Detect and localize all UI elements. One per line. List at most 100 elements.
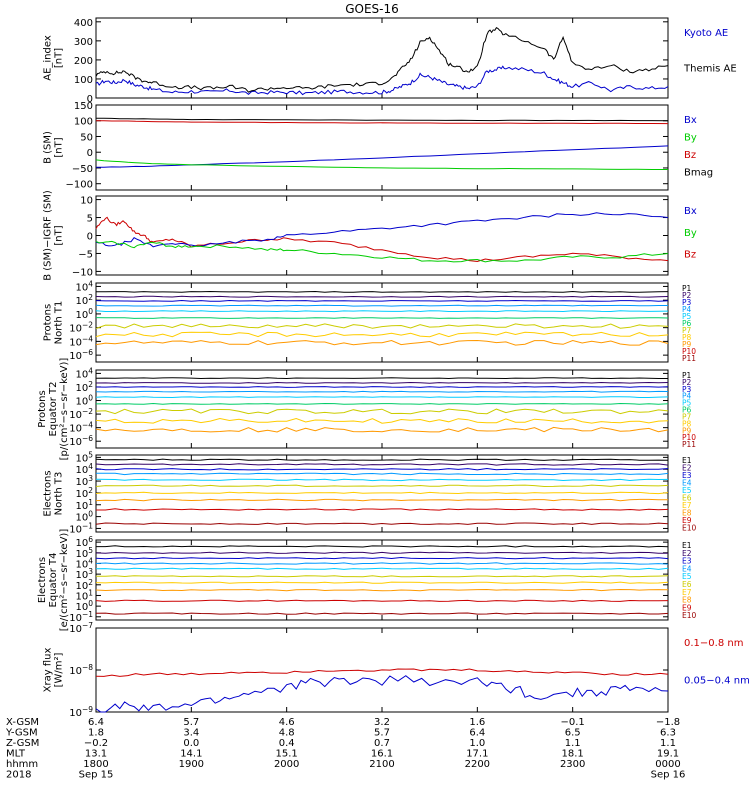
pequator-ytick-label: 102	[75, 380, 93, 394]
xaxis-row-value: 3.2	[374, 717, 390, 728]
xaxis-row-value: 5.7	[374, 728, 390, 739]
enorth-legend-entry: E10	[682, 524, 697, 533]
pnorth-series-line	[95, 331, 669, 338]
xray-ylabel: [W/m²]	[54, 652, 65, 687]
enorth-ytick-label: 104	[75, 462, 93, 476]
xaxis-row-value: 6.3	[660, 728, 676, 739]
eequator-legend-entry: E9	[682, 603, 692, 612]
pequator-legend-entry: P9	[682, 426, 692, 435]
xaxis-row-value: 2000	[274, 759, 299, 770]
eequator-series-line	[95, 612, 669, 615]
eequator-legend-entry: E8	[682, 596, 692, 605]
bsm-ytick-label: 150	[74, 101, 93, 112]
enorth-ytick-label: 101	[75, 498, 93, 512]
pnorth-legend-entry: P1	[682, 284, 692, 293]
bsm-frame	[95, 104, 669, 191]
bigrf-ytick-label: −5	[78, 249, 93, 260]
pnorth-legend-entry: P5	[682, 312, 692, 321]
xray-legend-entry: 0.05−0.4 nm	[684, 676, 750, 687]
eequator-series-line	[95, 581, 669, 584]
eequator-ylabel: Equator T4	[48, 553, 59, 608]
eequator-ytick-label: 10−1	[69, 610, 93, 624]
bsm-series-line	[96, 120, 669, 125]
ae-ylabel: [nT]	[54, 48, 65, 68]
pequator-legend-entry: P8	[682, 419, 692, 428]
pequator-series-line	[95, 377, 668, 380]
bsm-ytick-label: 0	[87, 148, 93, 159]
bsm-ytick-label: −50	[72, 164, 93, 175]
bigrf-ytick-label: −10	[72, 267, 93, 278]
ae-frame	[95, 17, 669, 99]
pnorth-ytick-label: 10−4	[69, 334, 93, 348]
enorth-series-line	[95, 467, 669, 471]
xaxis-row-value: 0000	[655, 759, 680, 770]
chart-title: GOES-16	[345, 2, 399, 16]
enorth-series-line	[95, 491, 669, 495]
xray-ytick-label: 10−8	[69, 663, 93, 677]
xaxis-row-value: 1900	[179, 759, 204, 770]
xaxis-row-value: 2300	[560, 759, 585, 770]
enorth-series-line	[96, 472, 669, 476]
pequator-legend-entry: P6	[682, 406, 692, 415]
enorth-legend-entry: E9	[682, 516, 692, 525]
eequator-series-line	[95, 567, 669, 570]
enorth-legend-entry: E2	[682, 464, 692, 473]
bsm-ytick-label: 50	[80, 132, 93, 143]
enorth-ytick-label: 100	[75, 510, 93, 524]
xaxis-row-value: 1.0	[469, 738, 485, 749]
pnorth-legend-entry: P9	[682, 340, 692, 349]
eequator-legend-entry: E4	[682, 564, 692, 573]
enorth-series-line	[95, 498, 668, 502]
enorth-ytick-label: 103	[75, 474, 93, 488]
ae-ytick-label: 100	[74, 75, 93, 86]
xaxis-row-label: hhmm	[6, 759, 38, 770]
bsm-legend-entry: Bz	[684, 150, 696, 161]
xray-series-line	[95, 668, 669, 677]
bigrf-ytick-label: 5	[87, 214, 93, 225]
xaxis-row-value: 4.6	[279, 717, 295, 728]
pequator-series-line	[95, 396, 669, 399]
pnorth-legend-entry: P11	[682, 354, 696, 363]
pequator-legend-entry: P11	[682, 440, 696, 449]
xaxis-row-value: 19.1	[657, 749, 679, 760]
ae-ytick-label: 200	[74, 56, 93, 67]
pequator-legend-entry: P5	[682, 399, 692, 408]
bigrf-series-line	[95, 240, 669, 263]
pequator-ylabel: Equator T2	[48, 382, 59, 437]
bsm-legend-entry: Bx	[684, 115, 697, 126]
pnorth-legend-entry: P2	[682, 291, 692, 300]
eequator-legend-entry: E3	[682, 557, 692, 566]
enorth-legend-entry: E4	[682, 479, 692, 488]
eequator-legend-entry: E6	[682, 580, 692, 589]
pnorth-ytick-label: 10−6	[69, 348, 93, 362]
eequator-series-line	[95, 551, 669, 554]
pequator-series-line	[95, 390, 669, 393]
enorth-ytick-label: 10−1	[69, 521, 93, 535]
pequator-ylabel: Protons	[37, 390, 48, 427]
bsm-series-line	[95, 159, 668, 170]
pequator-ytick-label: 104	[75, 366, 93, 380]
eequator-ytick-label: 100	[75, 599, 93, 613]
pequator-ytick-label: 10−4	[69, 421, 93, 435]
xaxis-row-value: 0.7	[374, 738, 390, 749]
pnorth-series-line	[95, 317, 669, 319]
eequator-ylabel: [e/(cm²−s−sr−keV)]	[59, 529, 70, 632]
bigrf-ytick-label: 10	[80, 196, 93, 207]
eequator-ytick-label: 101	[75, 588, 93, 602]
enorth-legend-entry: E3	[682, 471, 692, 480]
xaxis-row-value: 2200	[465, 759, 490, 770]
pnorth-series-line	[96, 290, 669, 293]
xaxis-row-value: 1.1	[565, 738, 581, 749]
bsm-series-line	[95, 145, 669, 168]
xaxis-row-label: MLT	[6, 749, 26, 760]
bsm-ylabel: B (SM)	[43, 131, 54, 164]
xaxis-row-value: 13.1	[85, 749, 107, 760]
bigrf-series-line	[95, 216, 669, 263]
eequator-ytick-label: 105	[75, 546, 93, 560]
xaxis-row-value: 18.1	[562, 749, 584, 760]
enorth-legend-entry: E7	[682, 501, 692, 510]
xaxis-row-value: 6.5	[565, 728, 581, 739]
xaxis-row-label: Z-GSM	[6, 738, 39, 749]
xray-ylabel: Xray flux	[43, 648, 54, 693]
